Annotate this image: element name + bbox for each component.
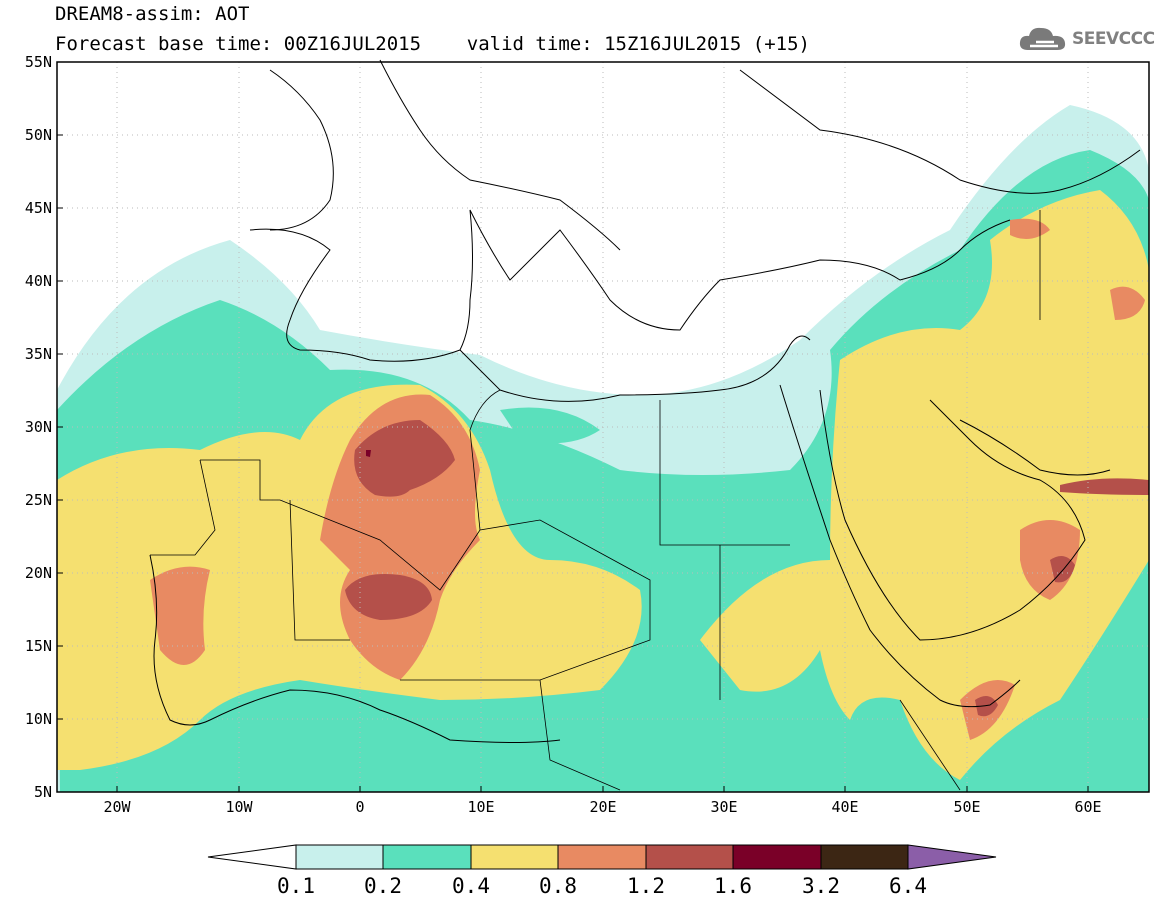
colorbar-label: 0.8 <box>539 874 577 898</box>
coastlines <box>56 59 1141 792</box>
lat-label: 40N <box>25 272 52 290</box>
aot-band-1.2 <box>354 420 455 497</box>
lon-label: 50E <box>953 798 980 816</box>
seevccc-logo: SEEVCCC <box>1018 24 1155 54</box>
colorbar-label: 0.4 <box>452 874 490 898</box>
borders <box>150 210 1041 791</box>
aot-band-1.2 <box>345 574 432 620</box>
colorbar-segment <box>820 844 909 870</box>
latitude-labels: 55N 50N 45N 40N 35N 30N 25N 20N 15N 10N … <box>25 53 52 801</box>
lat-label: 20N <box>25 564 52 582</box>
lon-label: 60E <box>1074 798 1101 816</box>
colorbar-segment <box>207 844 297 870</box>
lat-label: 35N <box>25 345 52 363</box>
colorbar-label: 6.4 <box>889 874 927 898</box>
aot-band-1.6 <box>366 450 371 457</box>
aot-band-0.8 <box>1110 286 1145 320</box>
lon-label: 30E <box>710 798 737 816</box>
lat-label: 25N <box>25 491 52 509</box>
colorbar <box>207 844 997 870</box>
map-title: DREAM8-assim: AOT <box>55 3 250 25</box>
colorbar-segment <box>295 844 384 870</box>
lon-label: 0 <box>355 798 364 816</box>
colorbar-segment <box>732 844 822 870</box>
logo-text: SEEVCCC <box>1072 29 1155 49</box>
lat-label: 55N <box>25 53 52 71</box>
colorbar-label: 1.6 <box>714 874 752 898</box>
lat-label: 15N <box>25 637 52 655</box>
lon-label: 40E <box>831 798 858 816</box>
colorbar-label: 0.1 <box>277 874 315 898</box>
cloud-icon <box>1019 27 1066 50</box>
lat-label: 50N <box>25 126 52 144</box>
colorbar-segment <box>907 844 997 870</box>
lat-label: 5N <box>34 783 52 801</box>
lat-label: 10N <box>25 710 52 728</box>
colorbar-segment <box>557 844 647 870</box>
lon-label: 20W <box>103 798 131 816</box>
lat-label: 30N <box>25 418 52 436</box>
tick-marks <box>57 61 1089 793</box>
lat-label: 45N <box>25 199 52 217</box>
lon-label: 20E <box>589 798 616 816</box>
graticule <box>57 62 1149 792</box>
colorbar-segment <box>382 844 472 870</box>
colorbar-segment <box>645 844 734 870</box>
aot-band-0.4 <box>700 190 1149 780</box>
map-subtitle: Forecast base time: 00Z16JUL2015 valid t… <box>55 33 810 55</box>
colorbar-label: 0.2 <box>364 874 402 898</box>
colorbar-label: 3.2 <box>802 874 840 898</box>
colorbar-segment <box>470 844 559 870</box>
lon-label: 10E <box>467 798 494 816</box>
longitude-labels: 20W 10W 0 10E 20E 30E 40E 50E 60E <box>103 798 1101 816</box>
aot-band-0.2 <box>500 407 600 444</box>
lon-label: 10W <box>225 798 253 816</box>
aot-band-1.2 <box>1060 478 1149 495</box>
aot-field <box>57 105 1149 792</box>
colorbar-labels: 0.1 0.2 0.4 0.8 1.2 1.6 3.2 6.4 <box>277 874 927 898</box>
aot-band-1.2 <box>975 696 998 717</box>
colorbar-label: 1.2 <box>627 874 665 898</box>
aot-band-0.8 <box>150 566 210 665</box>
